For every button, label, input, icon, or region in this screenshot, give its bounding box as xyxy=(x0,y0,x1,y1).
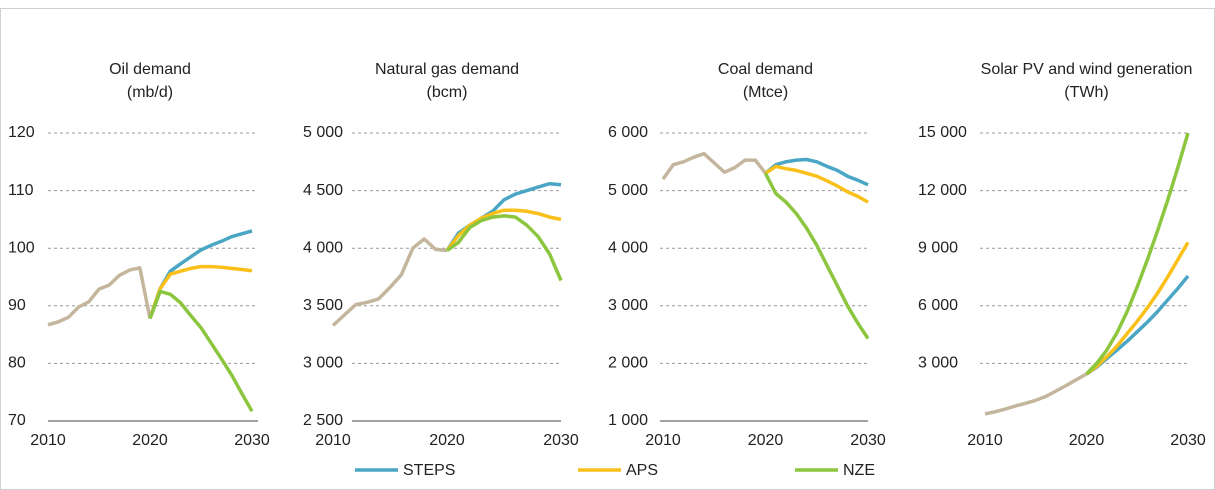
y-tick-label: 4 500 xyxy=(303,182,343,199)
chart-subtitle: (TWh) xyxy=(1064,84,1108,101)
x-tick-label: 2010 xyxy=(315,432,351,449)
x-tick-label: 2030 xyxy=(543,432,579,449)
y-tick-label: 80 xyxy=(8,355,26,372)
y-tick-label: 110 xyxy=(8,182,34,199)
series-line xyxy=(445,214,563,282)
y-tick-label: 6 000 xyxy=(608,124,648,141)
x-tick-label: 2030 xyxy=(1170,432,1206,449)
chart-subtitle: (Mtce) xyxy=(743,84,788,101)
y-tick-label: 90 xyxy=(8,297,26,314)
series-line xyxy=(148,264,253,320)
series-line xyxy=(764,157,869,187)
chart-title: Oil demand xyxy=(109,61,191,78)
y-tick-label: 6 000 xyxy=(918,297,958,314)
chart-title: Solar PV and wind generation xyxy=(981,61,1193,78)
chart-subtitle: (bcm) xyxy=(427,84,468,101)
y-tick-label: 12 000 xyxy=(918,182,967,199)
series-line xyxy=(331,237,448,327)
y-tick-label: 3 500 xyxy=(303,297,343,314)
legend-label: STEPS xyxy=(403,462,455,479)
x-tick-label: 2030 xyxy=(234,432,270,449)
x-tick-label: 2010 xyxy=(645,432,681,449)
y-tick-label: 15 000 xyxy=(918,124,967,141)
x-tick-label: 2010 xyxy=(30,432,66,449)
chart-subtitle: (mb/d) xyxy=(127,84,173,101)
series-line xyxy=(984,372,1088,416)
series-line xyxy=(763,172,870,340)
y-tick-label: 2 000 xyxy=(608,355,648,372)
x-tick-label: 2020 xyxy=(748,432,784,449)
series-line xyxy=(1085,241,1190,376)
x-tick-label: 2030 xyxy=(850,432,886,449)
y-tick-label: 9 000 xyxy=(918,239,958,256)
y-tick-label: 4 000 xyxy=(303,239,343,256)
y-tick-label: 3 000 xyxy=(303,355,343,372)
x-tick-label: 2020 xyxy=(132,432,168,449)
x-tick-label: 2010 xyxy=(967,432,1003,449)
x-tick-label: 2020 xyxy=(429,432,465,449)
series-line xyxy=(47,266,152,327)
chart-title: Natural gas demand xyxy=(375,61,519,78)
y-tick-label: 3 000 xyxy=(918,355,958,372)
series-line xyxy=(1085,132,1190,376)
series-line xyxy=(764,164,869,204)
y-tick-label: 1 000 xyxy=(608,412,648,429)
y-tick-label: 100 xyxy=(8,239,35,256)
y-tick-label: 4 000 xyxy=(608,239,648,256)
legend-label: APS xyxy=(626,462,658,479)
chart-title: Coal demand xyxy=(718,61,813,78)
y-tick-label: 3 000 xyxy=(608,297,648,314)
series-line xyxy=(148,289,254,413)
y-tick-label: 70 xyxy=(8,412,26,429)
y-tick-label: 5 000 xyxy=(303,124,343,141)
x-tick-label: 2020 xyxy=(1069,432,1105,449)
y-tick-label: 5 000 xyxy=(608,182,648,199)
y-tick-label: 2 500 xyxy=(303,412,343,429)
series-line xyxy=(661,151,767,181)
legend-label: NZE xyxy=(843,462,875,479)
series-line xyxy=(445,208,562,252)
y-tick-label: 120 xyxy=(8,124,35,141)
